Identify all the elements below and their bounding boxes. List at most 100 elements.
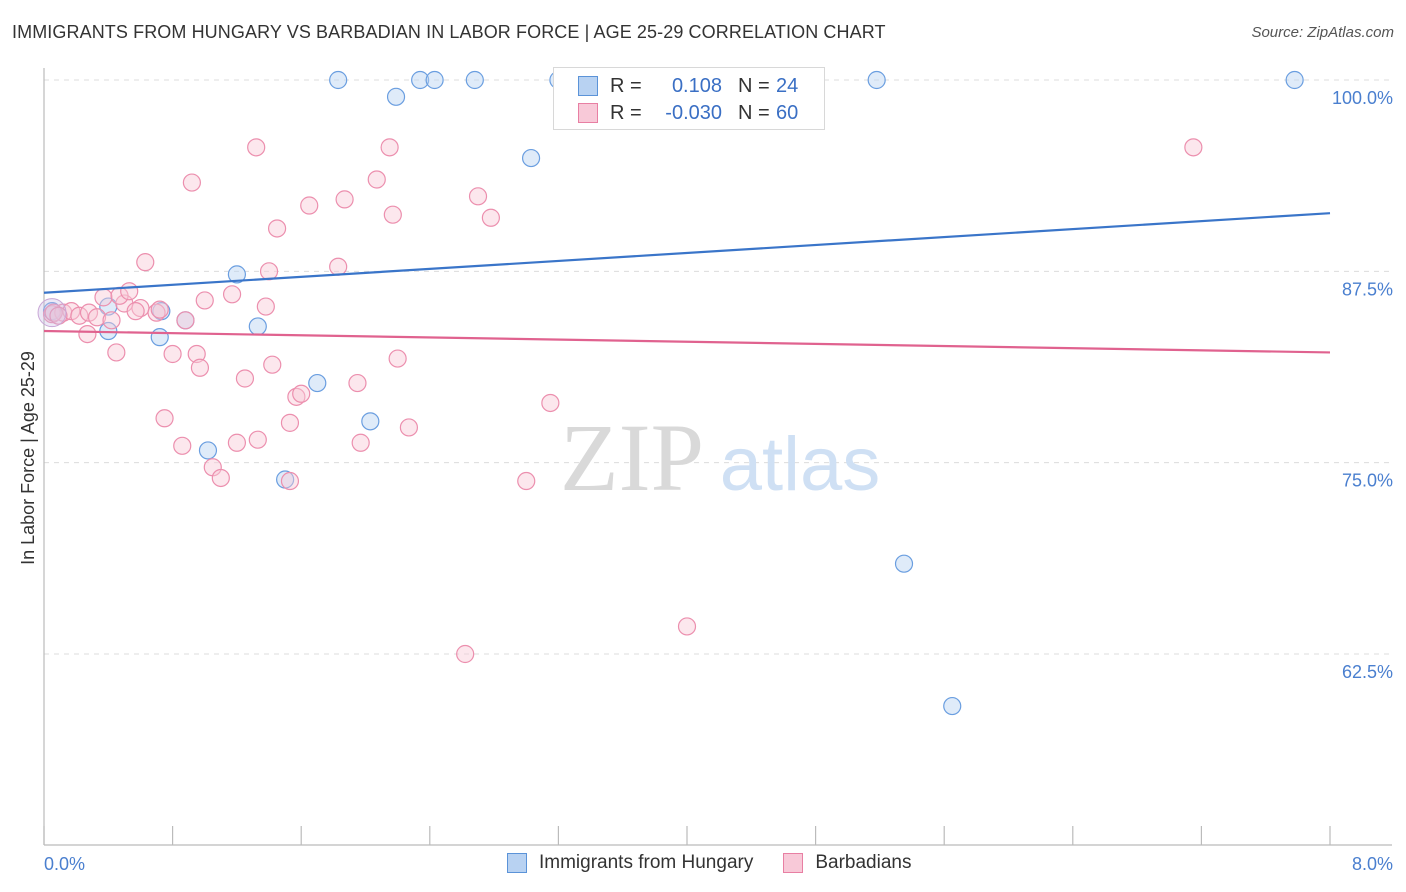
barbadians-point — [1184, 138, 1203, 157]
barbadians-point — [49, 306, 68, 325]
gridlines — [44, 79, 1392, 655]
watermark-zip: ZIP — [560, 404, 704, 511]
hungary-point — [521, 148, 541, 168]
barbadians-point — [367, 170, 386, 189]
barbadians-point — [388, 349, 407, 368]
data-points — [37, 70, 1304, 716]
hungary-point — [329, 70, 348, 90]
axes — [43, 68, 1392, 846]
n-value: 24 — [776, 74, 799, 97]
hungary-point — [894, 554, 914, 573]
trend-lines — [43, 212, 1331, 354]
x-tick-labels: 0.0% 8.0% — [44, 854, 1393, 874]
legend-label-hungary: Immigrants from Hungary — [539, 852, 754, 873]
barbadians-point — [155, 409, 174, 428]
hungary-point — [465, 70, 484, 90]
barbadians-point — [227, 433, 246, 452]
barbadians-point — [87, 308, 107, 327]
barbadians-point — [182, 173, 201, 192]
barbadians-point — [383, 205, 402, 224]
hungary-trend-line — [43, 212, 1331, 294]
hungary-point — [248, 317, 267, 336]
barbadians-point — [256, 297, 275, 316]
barbadians-point — [211, 468, 230, 488]
barbadians-point — [287, 387, 306, 406]
barbadians-point — [247, 138, 266, 157]
hungary-point — [361, 412, 380, 431]
barbadians-point — [267, 219, 287, 238]
n-label: N = — [738, 101, 770, 124]
barbadians-point — [300, 196, 319, 215]
n-value: 60 — [776, 101, 799, 124]
r-label: R = — [610, 74, 642, 97]
y-tick-label: 87.5% — [1342, 279, 1393, 299]
barbadians-point — [329, 257, 348, 276]
legend-item-hungary: Immigrants from Hungary — [507, 852, 753, 874]
barbadians-swatch — [783, 853, 804, 873]
barbadians-point — [292, 384, 311, 403]
barbadians-point — [468, 187, 488, 206]
hungary-swatch — [507, 853, 527, 873]
barbadians-point — [107, 343, 126, 362]
barbadians-point — [280, 471, 300, 491]
hungary-point — [198, 441, 218, 460]
hungary-point — [411, 70, 430, 90]
barbadians-point — [136, 253, 155, 272]
barbadians-point — [235, 369, 255, 388]
barbadians-point — [176, 311, 195, 330]
chart-title: IMMIGRANTS FROM HUNGARY VS BARBADIAN IN … — [12, 22, 886, 42]
cluster-point — [37, 298, 67, 328]
barbadians-point — [335, 190, 354, 209]
legend-item-barbadians: Barbadians — [783, 852, 911, 874]
barbadians-point — [380, 138, 399, 157]
barbadians-point — [120, 282, 139, 301]
source-label: Source: ZipAtlas.com — [1251, 24, 1394, 41]
barbadians-swatch — [578, 103, 598, 123]
barbadians-point — [399, 418, 419, 437]
y-tick-label: 75.0% — [1342, 471, 1393, 491]
y-tick-label: 62.5% — [1342, 662, 1393, 682]
barbadians-point — [677, 617, 697, 636]
hungary-point — [308, 373, 327, 393]
hungary-point — [227, 265, 246, 284]
barbadians-point — [187, 344, 206, 364]
barbadians-point — [150, 300, 169, 319]
legend-label-barbadians: Barbadians — [815, 852, 912, 873]
barbadians-point — [248, 430, 267, 449]
y-axis-label: In Labor Force | Age 25-29 — [18, 351, 38, 565]
barbadians-point — [173, 436, 192, 455]
barbadians-point — [351, 433, 370, 452]
legend-row-hungary: R = 0.108 N = 24 — [578, 74, 798, 98]
barbadians-point — [147, 303, 166, 322]
hungary-swatch — [578, 76, 598, 96]
hungary-point — [867, 70, 886, 90]
barbadians-point — [481, 208, 500, 227]
stats-legend: R = 0.108 N = 24 R = -0.030 N = 60 — [553, 67, 825, 130]
hungary-point — [943, 696, 962, 716]
x-tick-label: 8.0% — [1352, 854, 1393, 874]
barbadians-point — [280, 413, 300, 432]
barbadians-point — [163, 344, 182, 364]
hungary-point — [1285, 70, 1304, 90]
hungary-point — [425, 70, 444, 90]
barbadians-point — [195, 291, 214, 310]
y-tick-label: 100.0% — [1332, 88, 1393, 108]
hungary-point — [386, 87, 406, 106]
hungary-point — [150, 328, 169, 347]
barbadians-point — [456, 644, 475, 664]
n-label: N = — [738, 74, 770, 97]
barbadians-point — [126, 302, 145, 321]
watermark-atlas: atlas — [720, 422, 881, 507]
barbadians-point — [94, 288, 113, 307]
barbadians-point — [263, 355, 282, 374]
watermark: ZIP atlas — [560, 404, 880, 511]
legend-row-barbadians: R = -0.030 N = 60 — [578, 101, 798, 125]
barbadians-point — [517, 471, 536, 491]
y-tick-labels: 62.5% 75.0% 87.5% 100.0% — [1332, 88, 1393, 682]
barbadians-point — [78, 324, 97, 344]
barbadians-point — [259, 262, 279, 281]
barbadians-point — [348, 373, 367, 393]
barbadians-point — [190, 358, 210, 377]
r-value: -0.030 — [665, 101, 722, 124]
